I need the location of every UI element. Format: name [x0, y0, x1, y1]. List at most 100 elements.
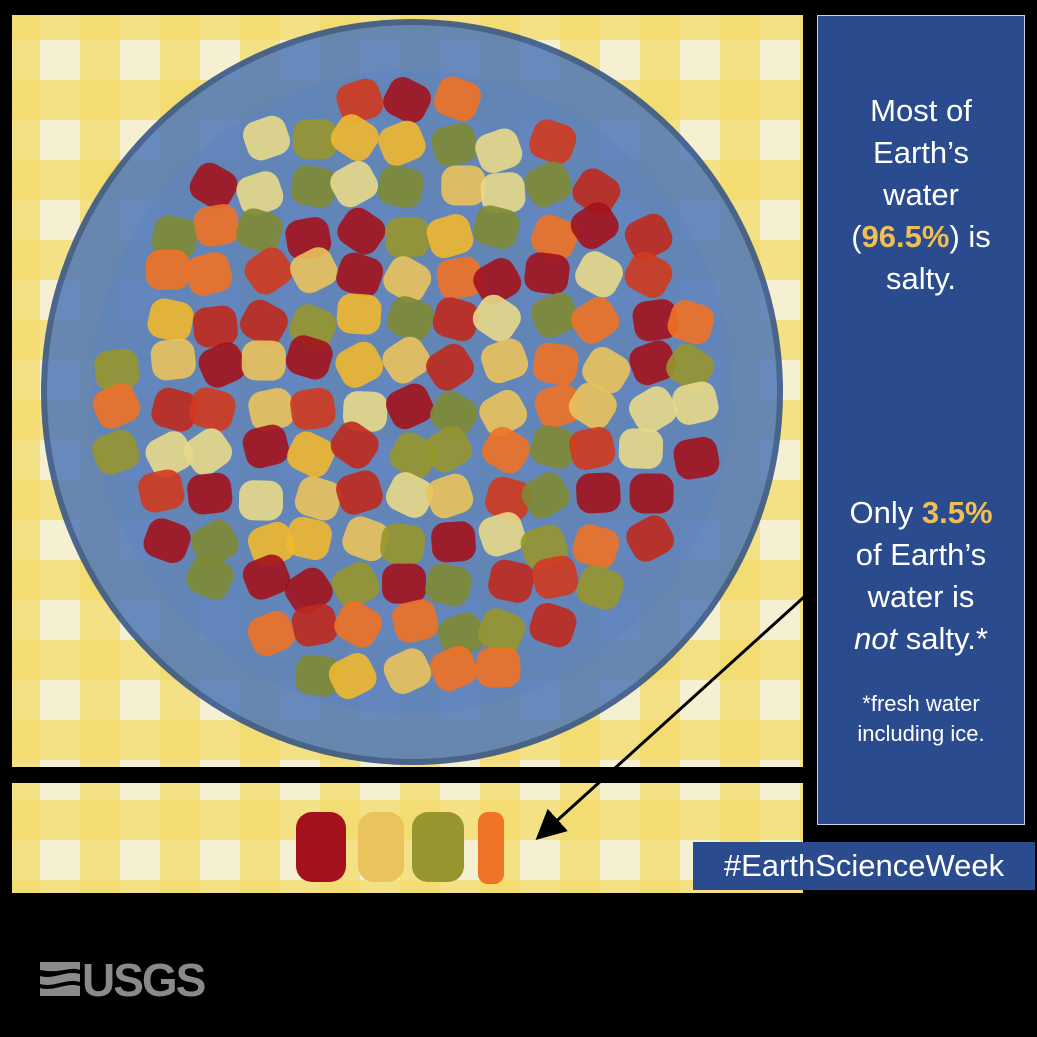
gummy-bear	[331, 561, 380, 608]
gummy-bear	[382, 336, 431, 384]
gummy-bear	[572, 168, 621, 216]
text-segment: not	[854, 621, 898, 656]
text-line: Only 3.5%	[818, 492, 1024, 534]
text-segment: Earth’s	[873, 135, 969, 170]
gummy-bear	[383, 648, 432, 694]
gummy-bear	[247, 521, 295, 567]
text-line: water is	[818, 576, 1024, 618]
gummy-bear	[432, 297, 480, 342]
gummy-bear	[383, 77, 431, 124]
gummy-bear	[478, 512, 526, 557]
gummy-bear	[426, 214, 474, 259]
gummy-bear	[426, 473, 474, 519]
gummy-bear	[624, 251, 673, 298]
text-segment: salty.	[885, 261, 957, 296]
gummy-bear	[290, 165, 337, 209]
gummy-bear	[480, 172, 526, 214]
gummy-bear	[521, 472, 570, 519]
gummy-bear	[472, 294, 521, 342]
gummy-bear	[151, 215, 198, 259]
gummy-bear	[247, 610, 296, 657]
gummy-bear	[433, 76, 482, 122]
gummy-bear	[667, 300, 715, 345]
gummy-bear	[431, 521, 476, 563]
text-panel: Most of Earth’s water (96.5%) is salty. Only…	[817, 15, 1025, 825]
text-line: including ice.	[818, 719, 1024, 749]
fresh-water-bears	[296, 812, 504, 884]
gummy-bear	[571, 296, 620, 344]
text-line: (96.5%) is	[818, 216, 1024, 258]
gummy-bear	[385, 383, 434, 430]
gummy-bear	[386, 472, 434, 518]
gummy-bear	[240, 299, 288, 346]
gummy-bear	[626, 515, 675, 562]
gummy-bear	[242, 554, 291, 600]
gummy-bear	[479, 389, 528, 437]
gummy-bear	[243, 115, 291, 161]
gummy-bear	[285, 516, 332, 561]
gummy-bear	[673, 436, 720, 480]
gummy-bear	[189, 162, 238, 210]
gummy-bear	[475, 128, 523, 174]
gummy-bear	[572, 524, 620, 569]
gummy-bear	[241, 340, 286, 381]
gummy-bear	[425, 563, 472, 607]
footnote: *fresh water including ice.	[818, 689, 1024, 749]
gummy-bear	[236, 208, 283, 253]
text-line: Most of	[818, 90, 1024, 132]
gummy-bear	[529, 602, 577, 648]
message: Only 3.5% of Earth’s water is not salty.*	[818, 492, 1024, 660]
tablecloth-strip	[12, 783, 803, 893]
gummy-bear	[575, 251, 623, 298]
gummy-bear	[287, 431, 335, 478]
gummy-bear	[532, 342, 579, 386]
gummy-bear	[629, 386, 677, 433]
arrow	[535, 576, 827, 841]
text-line: not salty.*	[818, 618, 1024, 660]
highlight: 3.5%	[921, 495, 993, 530]
gummy-bear	[150, 338, 196, 381]
gummy-bear	[92, 383, 141, 429]
gummy-bear	[666, 343, 715, 391]
gummy-bear	[532, 555, 579, 599]
message: Most of Earth’s water (96.5%) is salty.	[818, 90, 1024, 300]
gummy-bear	[336, 78, 384, 124]
text-line: *fresh water	[818, 689, 1024, 719]
gummy-bear	[629, 473, 674, 514]
gummy-bear	[576, 472, 621, 514]
gummy-bear	[569, 426, 616, 470]
gummy-bear	[481, 338, 529, 384]
text-line: of Earth’s	[818, 534, 1024, 576]
gummy-bear	[473, 258, 522, 305]
gummy-bear	[618, 428, 664, 469]
highlight: 96.5%	[861, 219, 950, 254]
gummy-bears	[92, 76, 720, 700]
gummy-bear	[530, 425, 577, 469]
gummy-bear	[328, 653, 377, 700]
gummy-bear	[337, 207, 386, 255]
gummy-bear	[570, 202, 619, 249]
gummy-bear	[291, 603, 338, 647]
gummy-bear	[242, 424, 290, 469]
text-segment: including ice.	[857, 721, 985, 746]
gummy-bear	[94, 348, 140, 391]
gummy-bear	[185, 252, 233, 296]
gummy-bear	[441, 165, 486, 206]
gummy-bear	[244, 247, 293, 295]
gummy-bear	[294, 476, 342, 521]
gummy-bear	[672, 381, 719, 425]
gummy-bear	[437, 612, 485, 658]
gummy-bear	[530, 292, 579, 338]
gummy-bear	[294, 654, 341, 697]
text-line: water	[818, 174, 1024, 216]
gummy-bear	[624, 213, 673, 260]
logo-text: USGS	[82, 954, 205, 1006]
gummy-bear	[290, 247, 338, 294]
gummy-bear	[193, 204, 240, 247]
gummy-bear	[529, 119, 577, 164]
gummy-bear	[568, 382, 617, 430]
gummy-bear	[184, 428, 232, 476]
gummy-bear	[92, 429, 140, 475]
